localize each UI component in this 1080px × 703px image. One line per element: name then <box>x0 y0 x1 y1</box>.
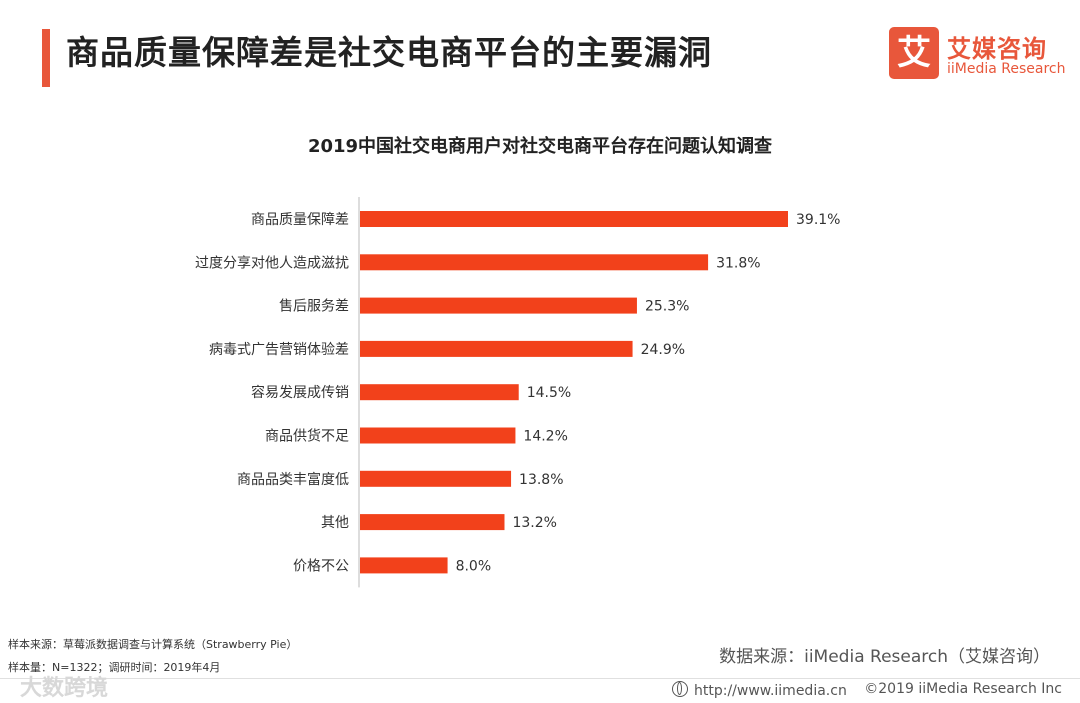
bar-value-label: 31.8% <box>716 255 760 271</box>
footer-copyright: ©2019 iiMedia Research Inc <box>864 681 1062 697</box>
bar <box>360 557 448 574</box>
bar-value-label: 14.5% <box>527 385 571 401</box>
bar-value-label: 25.3% <box>645 299 689 315</box>
bar <box>360 297 637 314</box>
bar-value-label: 24.9% <box>641 342 685 358</box>
bar-value-label: 13.2% <box>512 515 556 531</box>
footer-divider <box>0 678 1080 679</box>
iimedia-logo: 艾 艾媒咨询 iiMedia Research <box>889 27 1066 83</box>
logo-name-cn: 艾媒咨询 <box>947 35 1047 63</box>
bar-value-label: 8.0% <box>456 558 492 574</box>
bar <box>360 470 512 487</box>
category-label: 病毒式广告营销体验差 <box>209 342 349 358</box>
logo-name-en: iiMedia Research <box>947 61 1066 77</box>
category-label: 售后服务差 <box>279 299 349 315</box>
data-source: 数据来源：iiMedia Research（艾媒咨询） <box>719 647 1050 667</box>
category-label: 其他 <box>321 515 349 531</box>
bar <box>360 254 709 271</box>
category-label: 过度分享对他人造成滋扰 <box>195 254 349 271</box>
bar-value-label: 39.1% <box>796 212 840 228</box>
category-label: 商品品类丰富度低 <box>237 471 349 488</box>
bar-value-label: 14.2% <box>523 429 567 445</box>
footer-url-text[interactable]: http://www.iimedia.cn <box>694 683 847 699</box>
bar <box>360 340 633 357</box>
footer-url[interactable]: http://www.iimedia.cn <box>672 681 847 699</box>
bar <box>360 211 788 227</box>
category-label: 价格不公 <box>293 558 349 574</box>
bar <box>360 427 516 444</box>
category-label: 容易发展成传销 <box>251 384 349 401</box>
bar <box>360 384 519 401</box>
category-label: 商品供货不足 <box>265 428 349 445</box>
logo-mark: 艾 <box>889 27 939 79</box>
bar-chart: 商品质量保障差 39.1% 过度分享对他人造成滋扰 31.8% 售后服务差 25.3% 病毒… <box>195 197 840 588</box>
title-accent-bar <box>42 29 50 87</box>
bar-value-label: 13.8% <box>519 472 563 488</box>
category-label: 商品质量保障差 <box>251 212 349 228</box>
sample-size-note: 样本量：N=1322；调研时间：2019年4月 <box>8 661 221 674</box>
page-title: 商品质量保障差是社交电商平台的主要漏洞 <box>66 33 712 72</box>
sample-source-note: 样本来源：草莓派数据调查与计算系统（Strawberry Pie） <box>8 638 298 651</box>
globe-icon <box>672 681 688 697</box>
bar <box>360 514 505 531</box>
chart-title: 2019中国社交电商用户对社交电商平台存在问题认知调查 <box>307 136 773 157</box>
watermark: 大数跨境 <box>20 676 109 701</box>
